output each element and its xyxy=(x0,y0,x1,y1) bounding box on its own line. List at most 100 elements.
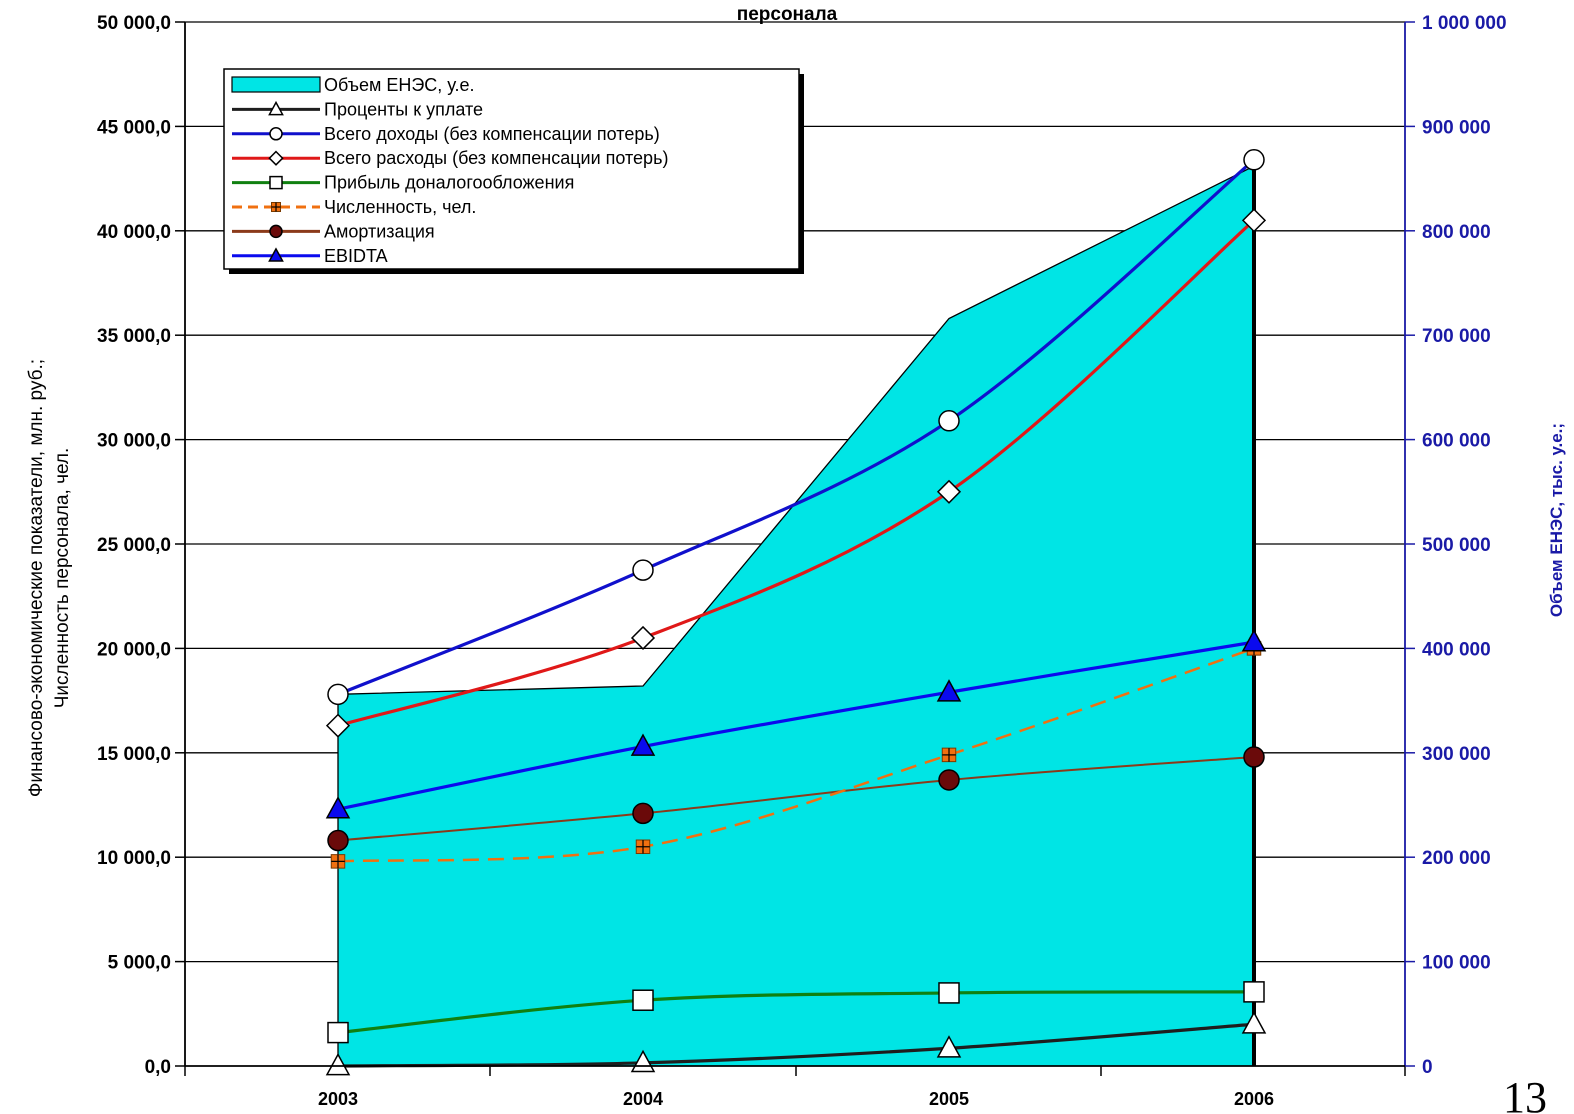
x-tick-label-1: 2004 xyxy=(623,1089,663,1109)
legend-marker-6 xyxy=(269,224,283,239)
legend-label-4: Прибыль доналогообложения xyxy=(324,173,574,193)
legend-label-7: EBIDTA xyxy=(324,246,388,266)
series-7 xyxy=(325,629,1267,819)
right-tick-label-1: 100 000 xyxy=(1422,953,1491,974)
legend-item-0: Объем ЕНЭС, у.е. xyxy=(231,75,475,95)
series-7-point-3 xyxy=(1241,629,1267,652)
legend-label-1: Проценты к уплате xyxy=(324,99,483,119)
series-2-point-3 xyxy=(1243,149,1265,171)
legend-label-0: Объем ЕНЭС, у.е. xyxy=(324,75,475,95)
area-series-layer xyxy=(337,165,1256,1066)
left-tick-label-3: 15 000,0 xyxy=(97,744,171,765)
legend-marker-1 xyxy=(268,100,284,116)
series-2-point-2 xyxy=(938,410,960,432)
series-3-point-0 xyxy=(325,713,351,738)
left-tick-label-8: 40 000,0 xyxy=(97,222,171,243)
legend-marker-4 xyxy=(269,175,283,190)
right-tick-label-4: 400 000 xyxy=(1422,639,1491,660)
series-6-point-3 xyxy=(1243,746,1265,768)
series-3 xyxy=(325,208,1267,738)
legend-item-2: Всего доходы (без компенсации потерь) xyxy=(232,124,660,144)
right-tick-label-3: 300 000 xyxy=(1422,744,1491,765)
left-tick-label-10: 50 000,0 xyxy=(97,13,171,34)
right-tick-label-6: 600 000 xyxy=(1422,431,1491,452)
right-axis-ticks: 0 100 000 200 000 300 000 400 000 500 000 600 … xyxy=(1405,13,1507,1078)
legend-label-2: Всего доходы (без компенсации потерь) xyxy=(324,124,660,144)
right-tick-label-0: 0 xyxy=(1422,1057,1433,1078)
right-tick-label-7: 700 000 xyxy=(1422,326,1491,347)
series-4-line xyxy=(337,990,1255,1035)
legend-marker-2 xyxy=(269,127,283,141)
right-tick-label-8: 800 000 xyxy=(1422,222,1491,243)
left-tick-label-5: 25 000,0 xyxy=(97,535,171,556)
x-tick-label-2: 2005 xyxy=(929,1089,969,1109)
series-2-point-0 xyxy=(327,683,349,706)
series-3-point-3 xyxy=(1241,208,1267,233)
x-tick-label-0: 2003 xyxy=(318,1089,358,1109)
legend-item-3: Всего расходы (без компенсации потерь) xyxy=(232,148,668,168)
right-tick-label-9: 900 000 xyxy=(1422,117,1491,138)
left-tick-label-9: 45 000,0 xyxy=(97,117,171,138)
series-3-point-2 xyxy=(936,479,962,504)
series-6 xyxy=(327,746,1265,852)
series-2-point-1 xyxy=(632,559,654,581)
left-axis-ticks: 0,0 5 000,0 10 000,0 15 000,0 20 000,0 25 000… xyxy=(97,13,185,1078)
legend-item-1: Проценты к уплате xyxy=(232,99,483,119)
right-tick-label-5: 500 000 xyxy=(1422,535,1491,556)
x-axis-ticks: 2003 2004 2005 2006 xyxy=(318,1089,1274,1109)
left-axis-title-line-2: Численность персонала, чел. xyxy=(52,448,73,709)
legend-box xyxy=(223,68,800,270)
series-5-point-1 xyxy=(635,839,651,855)
series-5-point-0 xyxy=(330,854,346,869)
series-7-point-1 xyxy=(630,733,656,756)
left-tick-label-7: 35 000,0 xyxy=(97,326,171,347)
series-6-point-2 xyxy=(938,769,960,791)
series-1-point-3 xyxy=(1241,1011,1267,1034)
right-tick-label-10: 1 000 000 xyxy=(1422,13,1507,34)
series-6-point-1 xyxy=(632,802,654,825)
series-4-point-0 xyxy=(327,1021,349,1044)
left-axis-title-line-1: Финансово-экономические показатели, млн.… xyxy=(26,359,47,797)
legend-marker-3 xyxy=(268,150,284,166)
series-4 xyxy=(327,981,1265,1044)
legend-label-3: Всего расходы (без компенсации потерь) xyxy=(324,148,668,168)
legend-item-7: EBIDTA xyxy=(232,246,388,266)
series-2 xyxy=(327,149,1265,706)
series-7-point-0 xyxy=(325,796,351,819)
area-series-fill xyxy=(338,166,1254,1066)
series-6-line xyxy=(337,755,1255,842)
series-6-point-0 xyxy=(327,829,349,852)
left-tick-label-1: 5 000,0 xyxy=(108,953,171,974)
series-4-point-3 xyxy=(1243,981,1265,1003)
legend-item-6: Амортизация xyxy=(232,221,435,241)
right-axis-title: Объем ЕНЭС, тыс. у.е.; xyxy=(1547,423,1566,617)
left-tick-label-6: 30 000,0 xyxy=(97,431,171,452)
legend-label-5: Численность, чел. xyxy=(324,197,476,217)
legend: Объем ЕНЭС, у.е. Проценты к уплате Всего д… xyxy=(223,68,804,274)
series-5 xyxy=(330,641,1262,869)
left-tick-label-2: 10 000,0 xyxy=(97,848,171,869)
legend-marker-5 xyxy=(271,202,281,212)
series-4-point-1 xyxy=(632,989,654,1011)
right-tick-label-2: 200 000 xyxy=(1422,848,1491,869)
series-7-point-2 xyxy=(936,679,962,702)
left-tick-label-4: 20 000,0 xyxy=(97,639,171,660)
series-1-point-0 xyxy=(325,1052,351,1076)
series-3-line xyxy=(337,219,1256,728)
chart-title: персонала xyxy=(737,4,838,25)
x-tick-label-3: 2006 xyxy=(1234,1089,1274,1109)
legend-item-5: Численность, чел. xyxy=(232,197,476,217)
series-4-point-2 xyxy=(938,982,960,1004)
series-5-point-2 xyxy=(941,747,957,763)
series-7-line xyxy=(337,640,1255,811)
left-tick-label-0: 0,0 xyxy=(145,1057,171,1078)
series-2-line xyxy=(337,158,1256,696)
series-5-line xyxy=(337,647,1255,863)
series-1-point-2 xyxy=(936,1035,962,1058)
legend-item-4: Прибыль доналогообложения xyxy=(232,173,574,193)
series-3-point-1 xyxy=(630,625,656,651)
page-number: 13 xyxy=(1503,1073,1547,1114)
legend-marker-7 xyxy=(268,247,284,262)
legend-label-6: Амортизация xyxy=(324,221,435,241)
